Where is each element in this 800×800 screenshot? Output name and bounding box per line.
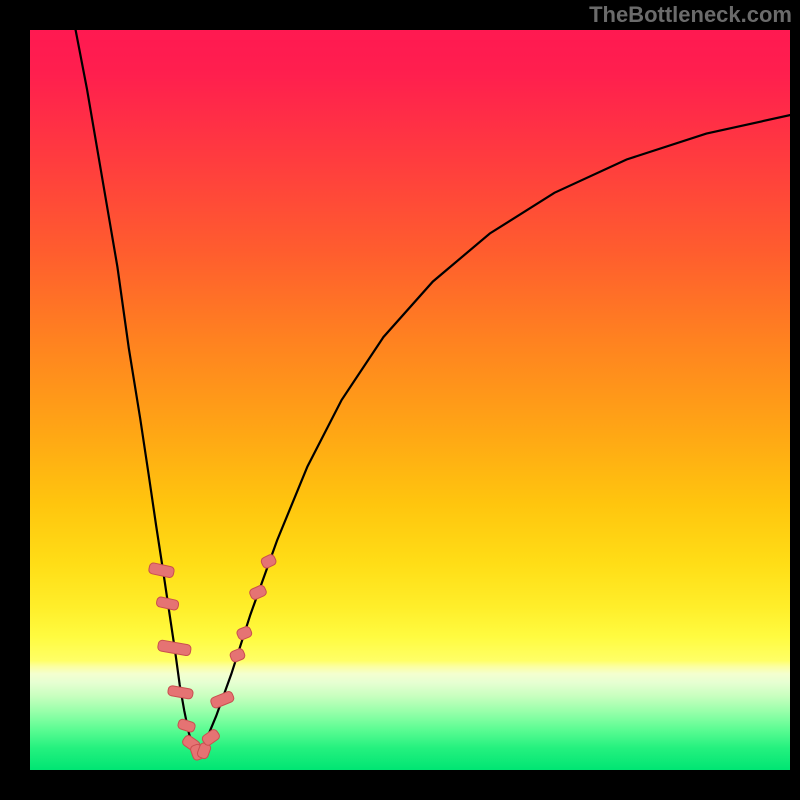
plot-svg <box>30 30 790 770</box>
watermark-text: TheBottleneck.com <box>589 2 792 28</box>
chart-background <box>30 30 790 770</box>
figure-root: TheBottleneck.com <box>0 0 800 800</box>
plot-area <box>30 30 790 770</box>
